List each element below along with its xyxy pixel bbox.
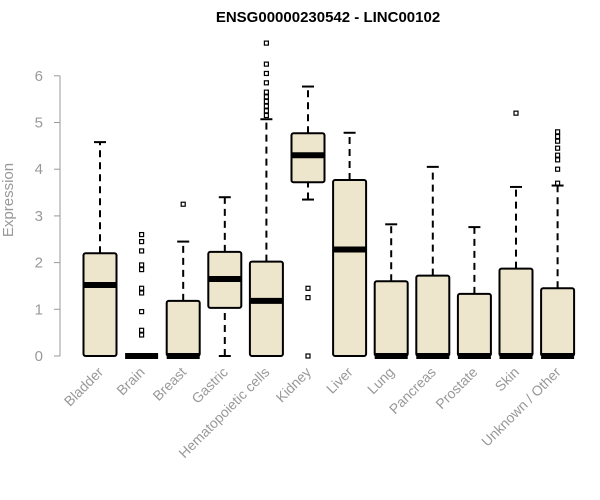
y-axis-label: Expression: [0, 163, 17, 237]
y-tick-label: 3: [35, 208, 43, 225]
x-tick-label: Brain: [113, 364, 147, 398]
outlier-point: [513, 110, 519, 116]
outlier-point: [554, 166, 561, 172]
outlier-point: [139, 332, 145, 338]
x-tick-label: Skin: [492, 364, 523, 395]
y-tick-label: 1: [35, 301, 43, 318]
iqr-box: [248, 260, 284, 357]
x-tick-label: Breast: [149, 364, 189, 404]
outlier-point: [554, 145, 561, 151]
x-tick-label: Kidney: [273, 364, 315, 406]
outlier-point: [139, 231, 145, 238]
outlier-point: [263, 61, 269, 67]
y-axis: 0 1 2 3 4 5 6: [35, 68, 61, 365]
outlier-point: [139, 285, 145, 291]
x-tick-label: Lung: [364, 364, 397, 397]
outlier-point: [263, 108, 269, 114]
y-tick-label: 5: [35, 115, 43, 132]
outlier-point: [554, 180, 561, 186]
iqr-box: [456, 292, 492, 358]
box-pancreas: [415, 165, 451, 359]
outlier-point: [139, 290, 145, 296]
outlier-point: [554, 152, 561, 158]
box-gastric: [207, 196, 243, 357]
box-prostate: [456, 226, 492, 359]
box-lung: [373, 223, 409, 359]
x-tick-label: Unknown / Other: [478, 364, 564, 450]
box-unknown-other: [540, 129, 576, 359]
iqr-box: [498, 267, 534, 357]
outlier-point: [263, 98, 269, 105]
outlier-point: [554, 157, 561, 163]
x-tick-label: Prostate: [432, 364, 480, 412]
outlier-point: [139, 267, 145, 273]
outlier-point: [180, 201, 186, 207]
outlier-point: [263, 70, 269, 77]
y-tick-label: 2: [35, 255, 43, 272]
outlier-point: [139, 262, 145, 268]
box-kidney: [290, 85, 326, 359]
outlier-point: [139, 309, 145, 315]
box-hematopoietic-cells: [248, 40, 284, 357]
y-tick-label: 4: [35, 161, 43, 178]
outlier-point: [263, 103, 269, 109]
box-brain: [125, 231, 159, 359]
outlier-point: [263, 112, 269, 119]
box-skin: [498, 110, 534, 359]
iqr-box: [415, 274, 451, 357]
outlier-point: [139, 248, 145, 254]
outlier-point: [263, 80, 269, 86]
iqr-box: [540, 287, 576, 357]
x-tick-label: Bladder: [61, 364, 107, 410]
outlier-point: [554, 133, 561, 140]
box-liver: [332, 131, 368, 357]
outlier-point: [139, 327, 145, 333]
outlier-point: [263, 89, 269, 95]
box-breast: [165, 201, 201, 359]
outlier-point: [554, 138, 561, 144]
y-tick-label: 0: [35, 348, 43, 365]
outlier-point: [305, 295, 311, 301]
outlier-point: [263, 40, 269, 46]
y-tick-label: 6: [35, 68, 43, 85]
boxes-group: [82, 40, 576, 359]
x-tick-label: Liver: [323, 364, 356, 397]
iqr-box: [82, 252, 118, 357]
outlier-point: [554, 129, 561, 135]
outlier-point: [305, 285, 311, 291]
iqr-box: [373, 280, 409, 357]
outlier-point: [305, 353, 311, 359]
chart-title: ENSG00000230542 - LINC00102: [216, 9, 440, 26]
box-bladder: [82, 141, 118, 357]
outlier-point: [139, 238, 145, 245]
iqr-box: [332, 178, 368, 357]
iqr-box: [165, 299, 201, 358]
outlier-point: [263, 94, 269, 100]
